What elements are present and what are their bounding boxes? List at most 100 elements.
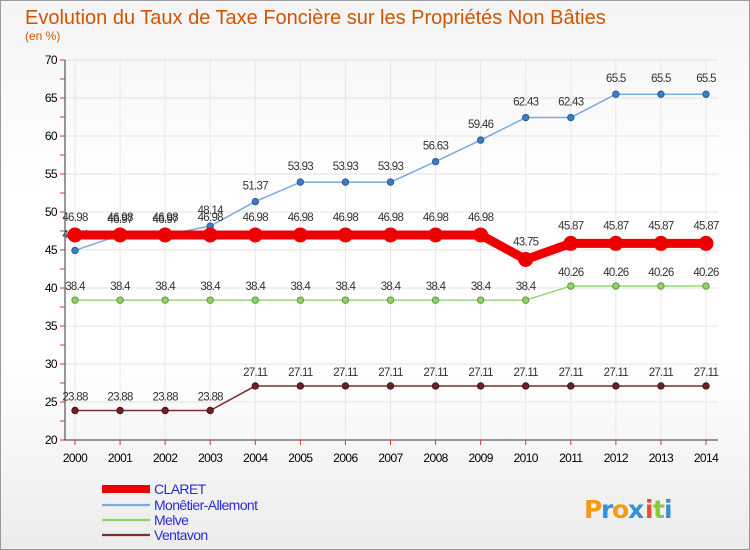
data-point-melve xyxy=(386,296,395,304)
data-label-ventavon: 27.11 xyxy=(423,367,448,379)
data-label-melve: 38.4 xyxy=(336,281,357,293)
data-label-claret: 46.98 xyxy=(333,212,359,224)
data-label-monetier-allemont: 53.93 xyxy=(288,161,314,173)
data-point-melve xyxy=(116,296,124,304)
data-label-melve: 38.4 xyxy=(381,281,402,293)
x-tick-label: 2002 xyxy=(153,451,178,465)
x-tick-label: 2008 xyxy=(423,451,448,465)
data-point-melve xyxy=(702,282,710,290)
legend-label: Ventavon xyxy=(154,527,208,543)
x-tick-label: 2003 xyxy=(198,451,223,465)
data-point-monetier-allemont xyxy=(71,246,79,255)
data-label-monetier-allemont: 56.63 xyxy=(423,141,449,153)
data-point-melve xyxy=(431,296,440,304)
data-label-melve: 38.4 xyxy=(155,281,176,293)
data-label-melve: 40.26 xyxy=(648,267,674,279)
y-tick-label: 60 xyxy=(45,129,58,143)
data-label-ventavon: 23.88 xyxy=(153,392,179,404)
data-label-monetier-allemont: 46.97 xyxy=(153,214,179,226)
data-label-melve: 38.4 xyxy=(426,281,447,293)
data-label-monetier-allemont: 53.93 xyxy=(378,161,404,173)
data-label-ventavon: 27.11 xyxy=(468,367,493,379)
data-point-claret xyxy=(653,235,669,251)
data-point-claret xyxy=(337,227,353,243)
data-point-claret xyxy=(112,227,128,243)
brand-logo-letter: P xyxy=(584,495,602,524)
data-label-ventavon: 27.11 xyxy=(243,367,268,379)
legend-label: CLARET xyxy=(154,481,207,497)
x-tick-label: 2012 xyxy=(604,451,629,465)
y-tick-label: 30 xyxy=(45,357,58,371)
data-label-claret: 46.98 xyxy=(153,212,179,224)
data-label-monetier-allemont: 48.14 xyxy=(198,205,225,217)
data-label-ventavon: 23.88 xyxy=(198,392,224,404)
y-tick-label: 20 xyxy=(45,433,58,447)
data-label-melve: 38.4 xyxy=(516,281,537,293)
data-label-claret: 46.98 xyxy=(243,212,269,224)
y-tick-label: 65 xyxy=(45,91,58,105)
data-point-claret xyxy=(67,227,83,243)
data-point-monetier-allemont xyxy=(431,157,440,166)
data-label-claret: 46.98 xyxy=(62,212,88,224)
data-label-melve: 38.4 xyxy=(200,281,221,293)
data-point-claret xyxy=(698,235,714,251)
data-label-ventavon: 27.11 xyxy=(559,367,584,379)
brand-logo-letter: t xyxy=(653,495,665,524)
brand-logo-letter: i xyxy=(664,495,673,524)
data-point-monetier-allemont xyxy=(296,178,305,186)
data-label-claret: 45.87 xyxy=(558,220,584,232)
data-point-ventavon xyxy=(71,406,79,415)
y-tick-label: 55 xyxy=(45,167,58,181)
data-label-ventavon: 27.11 xyxy=(604,367,629,379)
data-point-monetier-allemont xyxy=(386,178,395,186)
data-point-claret xyxy=(383,227,398,243)
data-label-melve: 40.26 xyxy=(603,267,629,279)
data-point-claret xyxy=(247,227,263,243)
data-point-ventavon xyxy=(251,382,259,390)
data-point-claret xyxy=(608,235,624,251)
x-tick-label: 2004 xyxy=(243,451,268,465)
data-point-claret xyxy=(202,227,218,243)
data-point-ventavon xyxy=(612,382,620,390)
data-point-claret xyxy=(157,227,173,243)
data-point-ventavon xyxy=(116,406,124,415)
data-point-monetier-allemont xyxy=(476,136,485,144)
data-label-monetier-allemont: 62.43 xyxy=(558,97,584,109)
data-point-monetier-allemont xyxy=(341,178,350,186)
data-point-monetier-allemont xyxy=(657,90,665,98)
chart-subtitle: (en %) xyxy=(25,29,60,43)
data-label-claret: 46.98 xyxy=(288,212,314,224)
data-label-ventavon: 23.88 xyxy=(62,392,88,404)
data-label-melve: 38.4 xyxy=(291,281,312,293)
y-tick-label: 35 xyxy=(45,319,58,333)
x-tick-label: 2009 xyxy=(468,451,493,465)
y-tick-label: 25 xyxy=(45,395,58,409)
x-tick-label: 2007 xyxy=(378,451,403,465)
data-label-monetier-allemont: 51.37 xyxy=(243,181,269,193)
data-label-ventavon: 27.11 xyxy=(378,367,403,379)
legend-label: Melve xyxy=(154,512,189,528)
data-label-monetier-allemont: 53.93 xyxy=(333,161,359,173)
data-label-claret: 45.87 xyxy=(603,220,629,232)
data-point-monetier-allemont xyxy=(612,90,620,98)
y-tick-label: 40 xyxy=(45,281,58,295)
data-point-melve xyxy=(522,296,530,304)
x-tick-label: 2011 xyxy=(559,451,583,465)
brand-logo-letter: o xyxy=(612,495,629,524)
data-label-melve: 38.4 xyxy=(110,281,131,293)
data-point-ventavon xyxy=(702,382,710,390)
data-label-melve: 38.4 xyxy=(471,281,492,293)
data-point-monetier-allemont xyxy=(567,113,575,122)
data-point-melve xyxy=(612,282,620,290)
brand-logo-letter: x xyxy=(628,495,644,524)
x-tick-label: 2000 xyxy=(63,451,88,465)
data-label-melve: 38.4 xyxy=(65,281,86,293)
data-label-melve: 40.26 xyxy=(558,267,584,279)
x-tick-label: 2014 xyxy=(694,451,719,465)
data-point-claret xyxy=(563,235,579,251)
data-point-monetier-allemont xyxy=(702,90,710,98)
x-tick-label: 2013 xyxy=(649,451,674,465)
data-point-ventavon xyxy=(431,382,440,390)
data-point-monetier-allemont xyxy=(522,113,530,122)
